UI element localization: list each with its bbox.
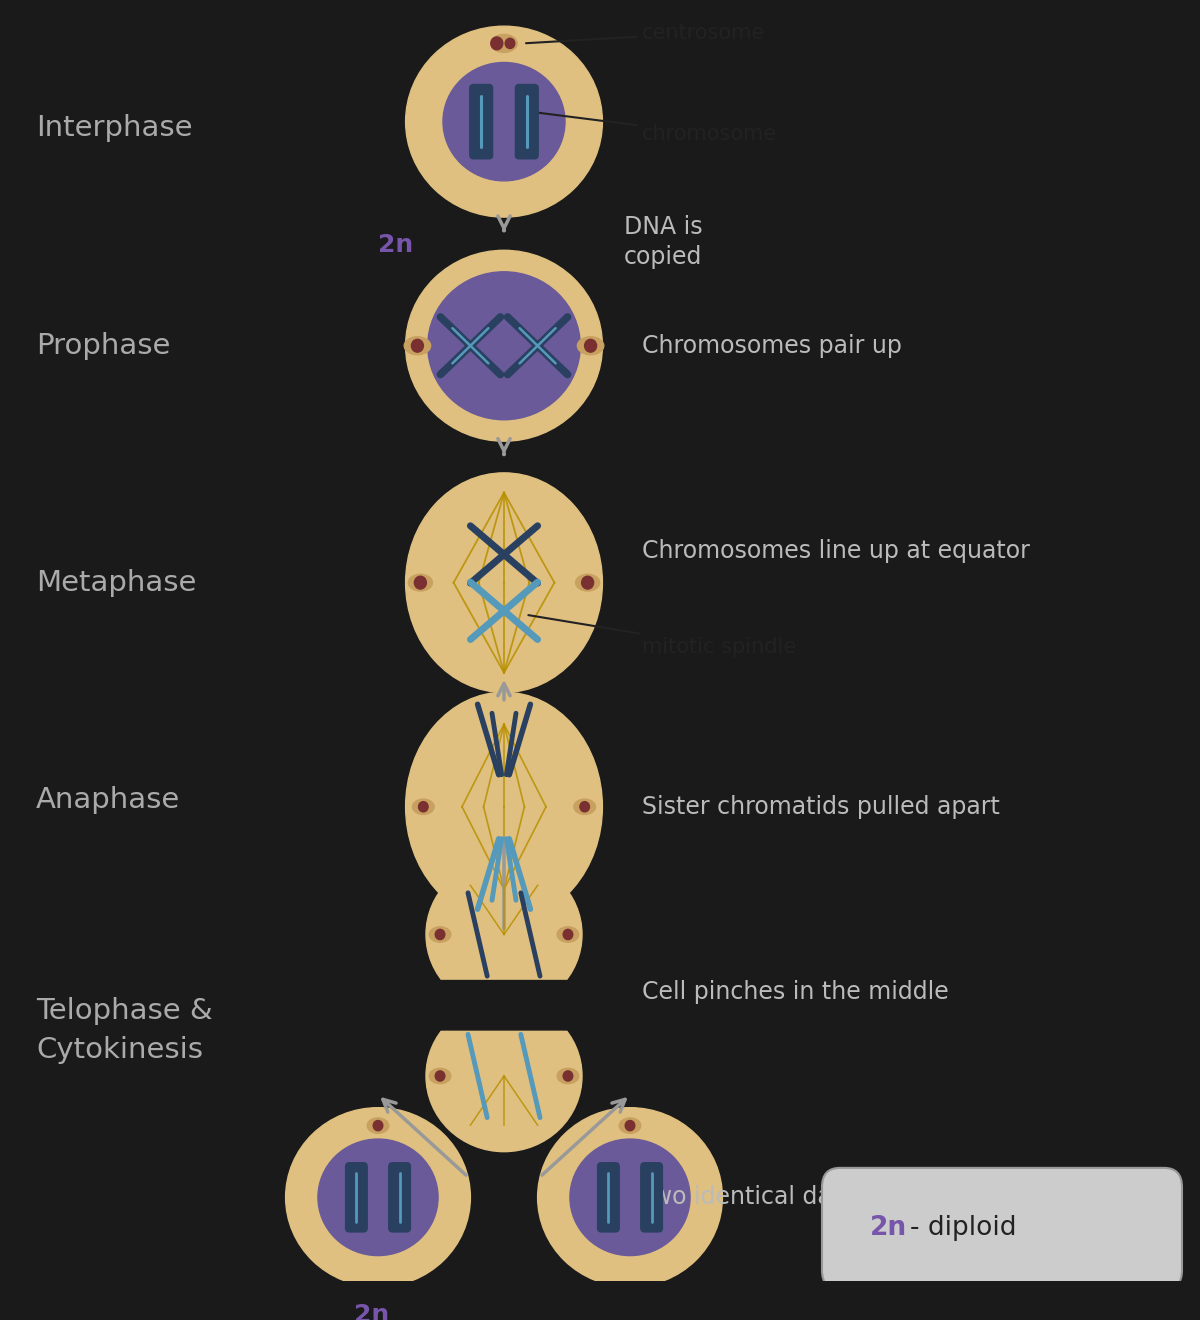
Ellipse shape [557,927,578,942]
Text: Two identical daughter cells: Two identical daughter cells [642,1185,971,1209]
Circle shape [419,801,428,812]
Text: Telophase &
Cytokinesis: Telophase & Cytokinesis [36,998,212,1064]
Ellipse shape [426,1001,582,1151]
Ellipse shape [286,1107,470,1287]
Ellipse shape [538,1107,722,1287]
Ellipse shape [427,272,581,420]
Text: 2n: 2n [870,1214,907,1241]
Circle shape [436,929,445,940]
Text: Prophase: Prophase [36,331,170,360]
FancyBboxPatch shape [389,1163,410,1232]
Text: centrosome: centrosome [526,22,766,44]
Ellipse shape [404,337,431,355]
Ellipse shape [408,574,432,591]
Ellipse shape [570,1139,690,1255]
Ellipse shape [443,62,565,181]
Ellipse shape [619,1118,641,1134]
Circle shape [563,1071,572,1081]
Text: Interphase: Interphase [36,114,192,143]
Ellipse shape [406,251,602,441]
FancyBboxPatch shape [470,84,492,158]
Ellipse shape [413,799,434,814]
Ellipse shape [577,337,604,355]
Ellipse shape [576,574,600,591]
FancyBboxPatch shape [598,1163,619,1232]
Circle shape [373,1121,383,1131]
Text: Cell pinches in the middle: Cell pinches in the middle [642,981,949,1005]
Text: Chromosomes line up at equator: Chromosomes line up at equator [642,539,1030,562]
Circle shape [563,929,572,940]
Text: Sister chromatids pulled apart: Sister chromatids pulled apart [642,795,1000,818]
Text: Anaphase: Anaphase [36,787,180,814]
Text: chromosome: chromosome [530,112,778,144]
Circle shape [584,339,596,352]
Text: mitotic spindle: mitotic spindle [528,615,797,656]
Ellipse shape [367,1118,389,1134]
Ellipse shape [406,26,602,216]
Ellipse shape [430,1068,451,1084]
Text: 2n: 2n [378,234,414,257]
Ellipse shape [318,1139,438,1255]
Ellipse shape [491,34,517,53]
Text: DNA is
copied: DNA is copied [624,215,703,269]
Ellipse shape [557,1068,578,1084]
FancyBboxPatch shape [436,981,572,1030]
Circle shape [412,339,424,352]
Text: Metaphase: Metaphase [36,569,197,597]
Circle shape [436,1071,445,1081]
FancyBboxPatch shape [641,1163,662,1232]
Ellipse shape [574,799,595,814]
Ellipse shape [406,473,602,693]
Text: - diploid: - diploid [910,1214,1016,1241]
Ellipse shape [426,859,582,1010]
Circle shape [625,1121,635,1131]
FancyBboxPatch shape [822,1168,1182,1290]
Circle shape [582,577,594,589]
Circle shape [491,37,503,50]
Text: 2n: 2n [354,1303,390,1320]
Ellipse shape [406,692,602,921]
Circle shape [414,577,426,589]
FancyBboxPatch shape [346,1163,367,1232]
FancyBboxPatch shape [516,84,539,158]
Circle shape [580,801,589,812]
Text: Chromosomes pair up: Chromosomes pair up [642,334,902,358]
Ellipse shape [430,927,451,942]
Circle shape [505,38,515,49]
